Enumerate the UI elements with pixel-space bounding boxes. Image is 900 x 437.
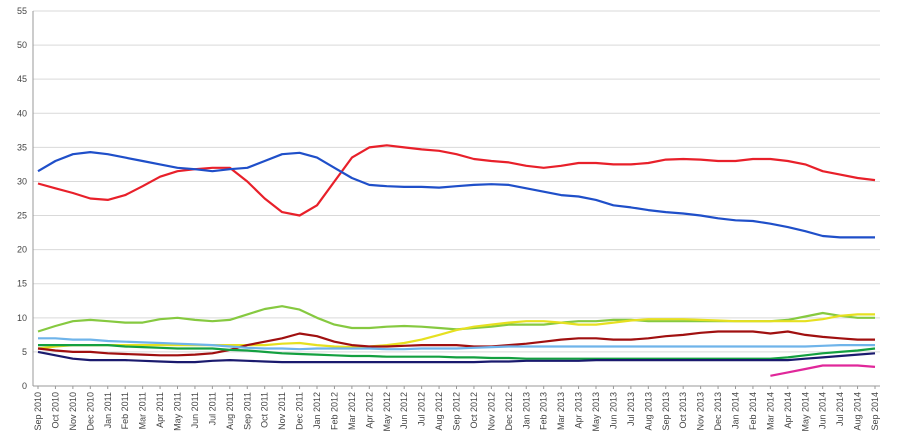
x-tick-label: Aug 2011 <box>225 392 235 430</box>
x-tick-label: Sep 2010 <box>33 392 43 431</box>
x-tick-label: Jun 2013 <box>608 392 618 429</box>
x-tick-label: Feb 2011 <box>120 392 130 429</box>
x-tick-label: Apr 2011 <box>155 392 165 428</box>
x-tick-label: Mar 2014 <box>765 392 775 430</box>
y-tick-label: 50 <box>17 40 27 50</box>
y-tick-label: 30 <box>17 176 27 186</box>
x-tick-label: May 2011 <box>173 392 183 431</box>
x-tick-label: Nov 2011 <box>277 392 287 430</box>
x-tick-label: Sep 2013 <box>661 392 671 431</box>
x-tick-label: Jul 2012 <box>417 392 427 426</box>
x-tick-label: Aug 2013 <box>643 392 653 431</box>
x-tick-label: Sep 2014 <box>870 392 880 431</box>
x-tick-label: Dec 2012 <box>504 392 514 431</box>
x-tick-label: Dec 2010 <box>85 392 95 431</box>
series-line <box>38 337 875 351</box>
x-tick-label: Jan 2013 <box>521 392 531 429</box>
series-line <box>37 305 875 333</box>
x-tick-label: Apr 2014 <box>783 392 793 429</box>
x-tick-label: Oct 2013 <box>678 392 688 429</box>
x-tick-label: Jun 2011 <box>190 392 200 428</box>
series-line <box>770 364 876 377</box>
series-line <box>37 151 875 239</box>
y-tick-label: 10 <box>17 313 27 323</box>
x-tick-label: Nov 2012 <box>486 392 496 431</box>
x-tick-label: Jun 2012 <box>399 392 409 429</box>
x-tick-label: Dec 2013 <box>713 392 723 431</box>
series-line <box>37 350 876 364</box>
x-tick-label: Sep 2011 <box>242 392 252 430</box>
y-tick-label: 40 <box>17 108 27 118</box>
x-tick-label: Jul 2011 <box>207 392 217 425</box>
x-tick-label: Nov 2013 <box>696 392 706 431</box>
x-tick-label: Aug 2012 <box>434 392 444 431</box>
x-tick-label: Oct 2011 <box>260 392 270 428</box>
y-tick-label: 35 <box>17 142 27 152</box>
x-tick-label: Mar 2012 <box>347 392 357 430</box>
y-tick-label: 0 <box>22 381 27 391</box>
x-tick-label: Jul 2014 <box>835 392 845 426</box>
y-tick-label: 15 <box>17 279 27 289</box>
series-line <box>37 330 875 357</box>
y-tick-label: 25 <box>17 211 27 221</box>
x-tick-label: Sep 2012 <box>452 392 462 431</box>
x-tick-label: May 2012 <box>382 392 392 432</box>
x-tick-label: Feb 2014 <box>748 392 758 430</box>
x-tick-label: Feb 2012 <box>329 392 339 430</box>
series-line <box>37 144 876 217</box>
x-tick-label: Oct 2012 <box>469 392 479 429</box>
x-tick-label: Nov 2010 <box>68 392 78 431</box>
series-line <box>37 313 875 350</box>
y-tick-label: 45 <box>17 74 27 84</box>
series-line <box>38 344 876 360</box>
x-tick-label: Jul 2013 <box>626 392 636 426</box>
x-tick-label: Aug 2014 <box>853 392 863 431</box>
x-tick-label: Jun 2014 <box>818 392 828 429</box>
x-tick-label: Apr 2012 <box>364 392 374 429</box>
x-tick-label: Mar 2013 <box>556 392 566 430</box>
x-tick-label: Feb 2013 <box>539 392 549 430</box>
y-tick-label: 5 <box>22 347 27 357</box>
y-tick-label: 20 <box>17 245 27 255</box>
x-tick-label: Dec 2011 <box>295 392 305 430</box>
x-tick-label: May 2014 <box>800 392 810 432</box>
x-tick-label: Jan 2011 <box>103 392 113 428</box>
x-tick-label: Oct 2010 <box>50 392 60 429</box>
x-tick-label: May 2013 <box>591 392 601 432</box>
x-tick-label: Mar 2011 <box>138 392 148 429</box>
y-tick-label: 55 <box>17 6 27 16</box>
x-tick-label: Jan 2012 <box>312 392 322 429</box>
x-tick-label: Jan 2014 <box>731 392 741 429</box>
x-tick-label: Apr 2013 <box>574 392 584 429</box>
